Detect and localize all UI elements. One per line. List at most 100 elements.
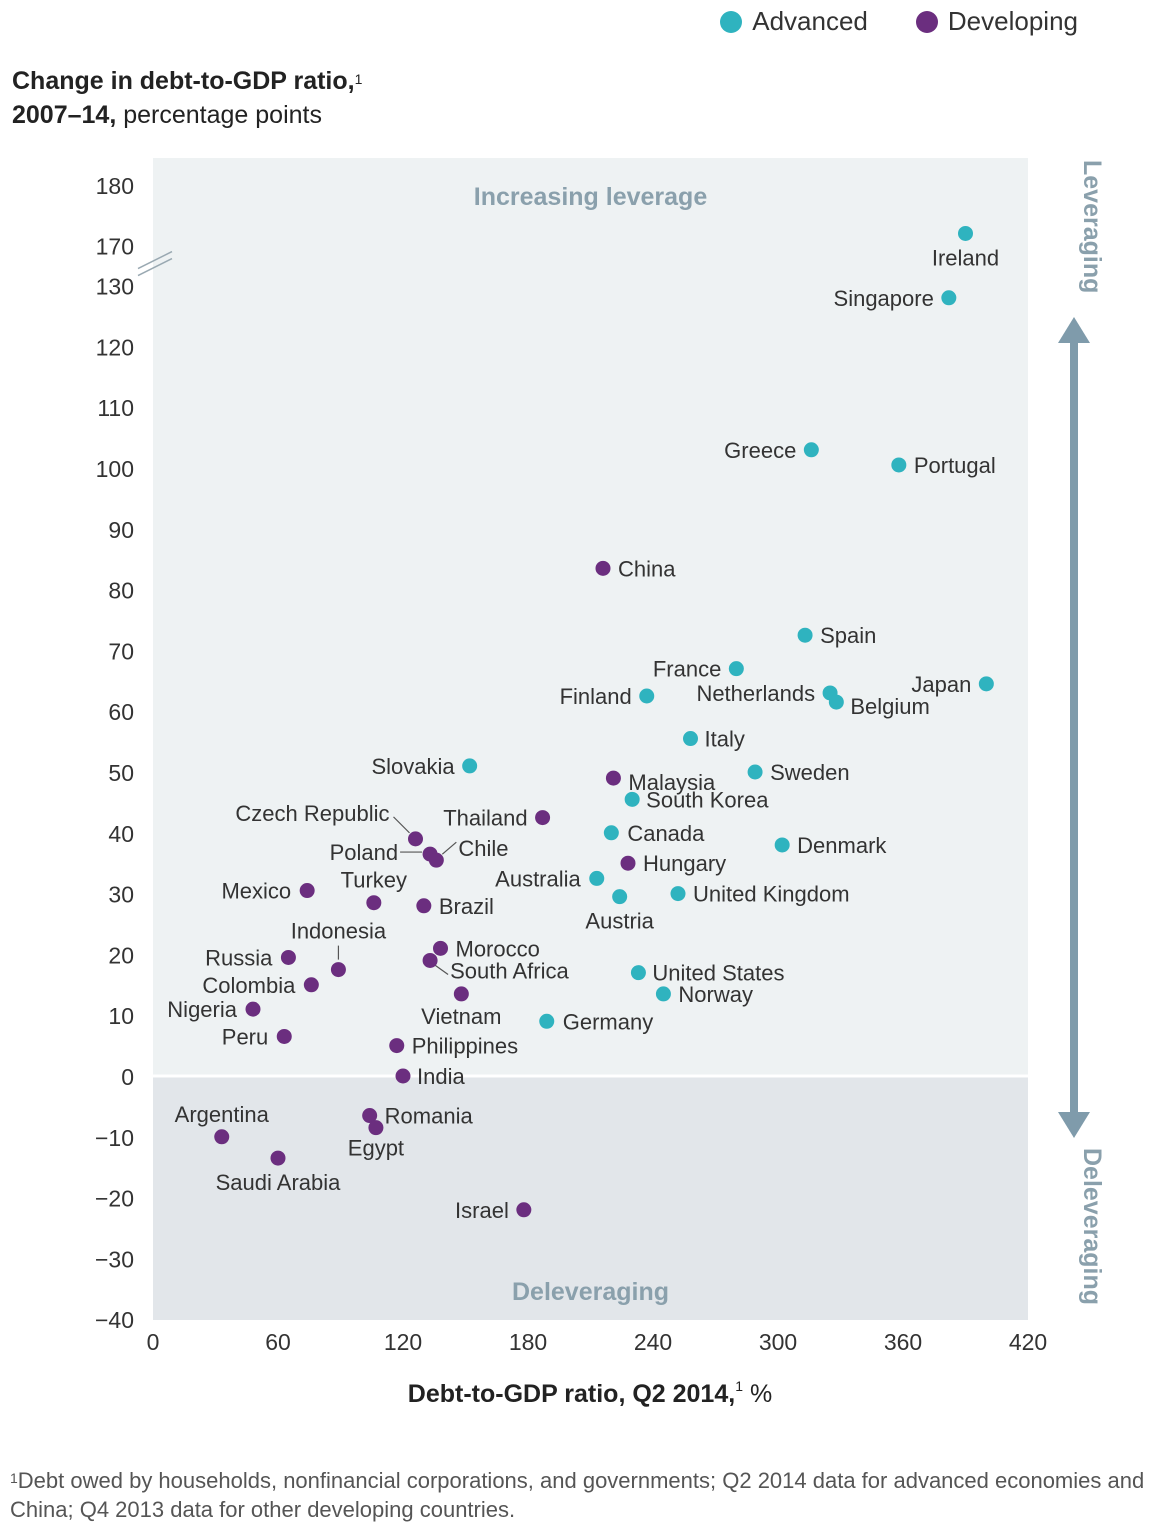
- point-label: South Korea: [646, 787, 769, 812]
- data-point: [299, 883, 315, 899]
- y-title-line2-bold: 2007–14,: [12, 101, 117, 129]
- y-title-sup: 1: [354, 71, 363, 87]
- y-title-bold: Change in debt-to-GDP ratio,: [12, 67, 355, 95]
- point-label: Turkey: [341, 868, 407, 893]
- point-label: China: [618, 556, 676, 581]
- y-title-line2-rest: percentage points: [116, 101, 322, 129]
- point-label: Egypt: [348, 1136, 404, 1161]
- point-label: Norway: [678, 982, 753, 1007]
- point-label: Russia: [205, 945, 273, 970]
- point-label: Greece: [724, 438, 796, 463]
- point-label: Israel: [455, 1198, 509, 1223]
- point-label: Finland: [560, 684, 632, 709]
- point-label: Indonesia: [291, 919, 387, 944]
- point-label: Thailand: [443, 806, 527, 831]
- region-increasing-leverage: [153, 158, 1028, 1076]
- point-label: Hungary: [643, 851, 726, 876]
- x-tick-label: 60: [265, 1329, 291, 1355]
- point-label: United States: [652, 961, 784, 986]
- point-label: Italy: [705, 727, 745, 752]
- point-label: Brazil: [439, 894, 494, 919]
- y-tick-label: −10: [95, 1125, 134, 1151]
- data-point: [941, 290, 957, 306]
- leader-line: [393, 816, 410, 834]
- point-label: Germany: [563, 1009, 653, 1034]
- footnote-text: Debt owed by households, nonfinancial co…: [10, 1468, 1145, 1522]
- x-tick-label: 300: [759, 1329, 797, 1355]
- x-tick-label: 360: [884, 1329, 922, 1355]
- leverage-arrow-head-up: [1058, 317, 1090, 343]
- point-label: Australia: [495, 866, 581, 891]
- leverage-arrow-head-down: [1058, 1112, 1090, 1138]
- point-label: Philippines: [412, 1034, 518, 1059]
- point-label: Ireland: [932, 245, 999, 270]
- point-label: Chile: [458, 836, 508, 861]
- point-label: Belgium: [850, 694, 929, 719]
- x-title-bold: Debt-to-GDP ratio, Q2 2014,: [407, 1380, 736, 1408]
- point-label: Austria: [585, 909, 654, 934]
- y-tick-label: 0: [121, 1064, 134, 1090]
- y-tick-label: 60: [108, 699, 134, 725]
- data-point: [630, 965, 646, 981]
- leader-line: [441, 841, 457, 855]
- y-tick-label: 70: [108, 638, 134, 664]
- x-tick-label: 180: [509, 1329, 547, 1355]
- data-point: [422, 952, 438, 968]
- point-label: Japan: [911, 672, 971, 697]
- point-label: Nigeria: [167, 997, 237, 1022]
- data-point: [797, 627, 813, 643]
- axis-break-marks: [137, 250, 173, 277]
- legend-advanced-label: Advanced: [752, 6, 868, 36]
- data-point: [603, 825, 619, 841]
- data-point: [270, 1150, 286, 1166]
- x-tick-label: 240: [634, 1329, 672, 1355]
- y-tick-label: −40: [95, 1307, 134, 1333]
- data-point: [774, 837, 790, 853]
- y-tick-label: 120: [96, 334, 134, 360]
- side-label-leveraging: Leveraging: [1078, 160, 1106, 293]
- x-tick-label: 0: [147, 1329, 160, 1355]
- data-point: [624, 791, 640, 807]
- point-label: Colombia: [202, 973, 296, 998]
- point-label: Poland: [330, 840, 399, 865]
- point-label: United Kingdom: [693, 882, 850, 907]
- region-label-top: Increasing leverage: [474, 183, 708, 211]
- point-label: Netherlands: [696, 681, 815, 706]
- leader-line: [433, 963, 449, 975]
- data-point: [453, 986, 469, 1002]
- data-point: [245, 1001, 261, 1017]
- data-point: [280, 949, 296, 965]
- y-tick-label: 40: [108, 821, 134, 847]
- data-point: [368, 1120, 384, 1136]
- data-point: [408, 831, 423, 847]
- legend: Advanced Developing: [720, 6, 1078, 37]
- region-label-bottom: Deleveraging: [512, 1278, 669, 1306]
- y-tick-label: 30: [108, 882, 134, 908]
- legend-developing-swatch: [915, 10, 938, 33]
- y-tick-label: 10: [108, 1003, 134, 1029]
- footnote: 1Debt owed by households, nonfinancial c…: [10, 1466, 1145, 1524]
- legend-item-advanced: Advanced: [720, 6, 868, 37]
- point-label: Saudi Arabia: [216, 1170, 342, 1195]
- footnote-sup: 1: [10, 1470, 18, 1486]
- data-point: [978, 676, 994, 692]
- y-tick-label: 130: [96, 274, 134, 300]
- x-tick-label: 120: [384, 1329, 422, 1355]
- data-point: [828, 694, 844, 710]
- point-label: Slovakia: [372, 754, 456, 779]
- y-tick-label: 170: [96, 234, 134, 260]
- y-tick-label: 80: [108, 578, 134, 604]
- data-point: [683, 731, 698, 747]
- data-point: [428, 852, 444, 868]
- data-point: [330, 962, 346, 978]
- point-label: South Africa: [450, 958, 569, 983]
- y-tick-label: 90: [108, 517, 134, 543]
- point-label: Peru: [222, 1024, 268, 1049]
- point-label: Malaysia: [628, 770, 716, 795]
- x-axis-title: Debt-to-GDP ratio, Q2 2014,1 %: [0, 1378, 1150, 1409]
- point-label: Sweden: [770, 760, 850, 785]
- x-title-rest: %: [743, 1380, 773, 1408]
- legend-developing-label: Developing: [947, 6, 1078, 36]
- data-point: [747, 764, 763, 780]
